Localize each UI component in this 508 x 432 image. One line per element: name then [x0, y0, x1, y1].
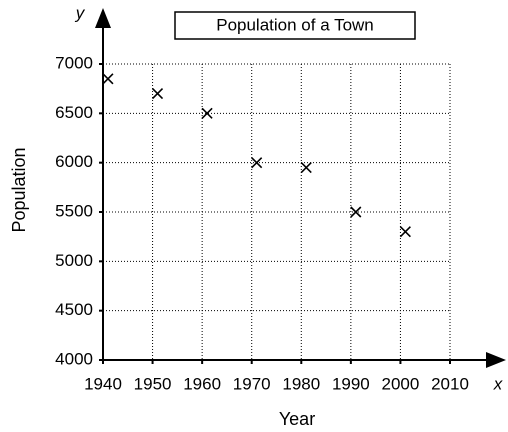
data-point: [102, 73, 114, 85]
title-box: [174, 11, 416, 40]
x-axis-label: Year: [279, 409, 315, 429]
data-point: [251, 157, 263, 169]
x-tick-label: 1970: [233, 374, 271, 393]
y-axis-symbol: y: [75, 3, 86, 22]
y-tick-label: 4500: [55, 300, 93, 319]
y-axis-arrow: [95, 8, 111, 28]
x-axis-arrow: [486, 352, 506, 368]
chart-title: Population of a Town: [216, 15, 374, 34]
data-point: [300, 162, 312, 174]
x-tick-label: 1950: [134, 374, 172, 393]
y-axis-label: Population: [9, 147, 29, 232]
data-point: [201, 107, 213, 119]
data-point: [399, 226, 411, 238]
x-tick-label: 1960: [183, 374, 221, 393]
x-tick-label: 2000: [382, 374, 420, 393]
x-tick-label: 1990: [332, 374, 370, 393]
y-tick-label: 5500: [55, 201, 93, 220]
x-tick-label: 1980: [282, 374, 320, 393]
y-tick-label: 4000: [55, 349, 93, 368]
x-tick-label: 2010: [431, 374, 469, 393]
y-tick-label: 6000: [55, 152, 93, 171]
data-point: [151, 88, 164, 100]
y-tick-label: 5000: [55, 251, 93, 270]
data-point: [350, 206, 362, 218]
y-tick-label: 7000: [55, 53, 93, 72]
y-tick-label: 6500: [55, 103, 93, 122]
x-tick-label: 1940: [84, 374, 122, 393]
x-axis-symbol: x: [493, 374, 503, 393]
